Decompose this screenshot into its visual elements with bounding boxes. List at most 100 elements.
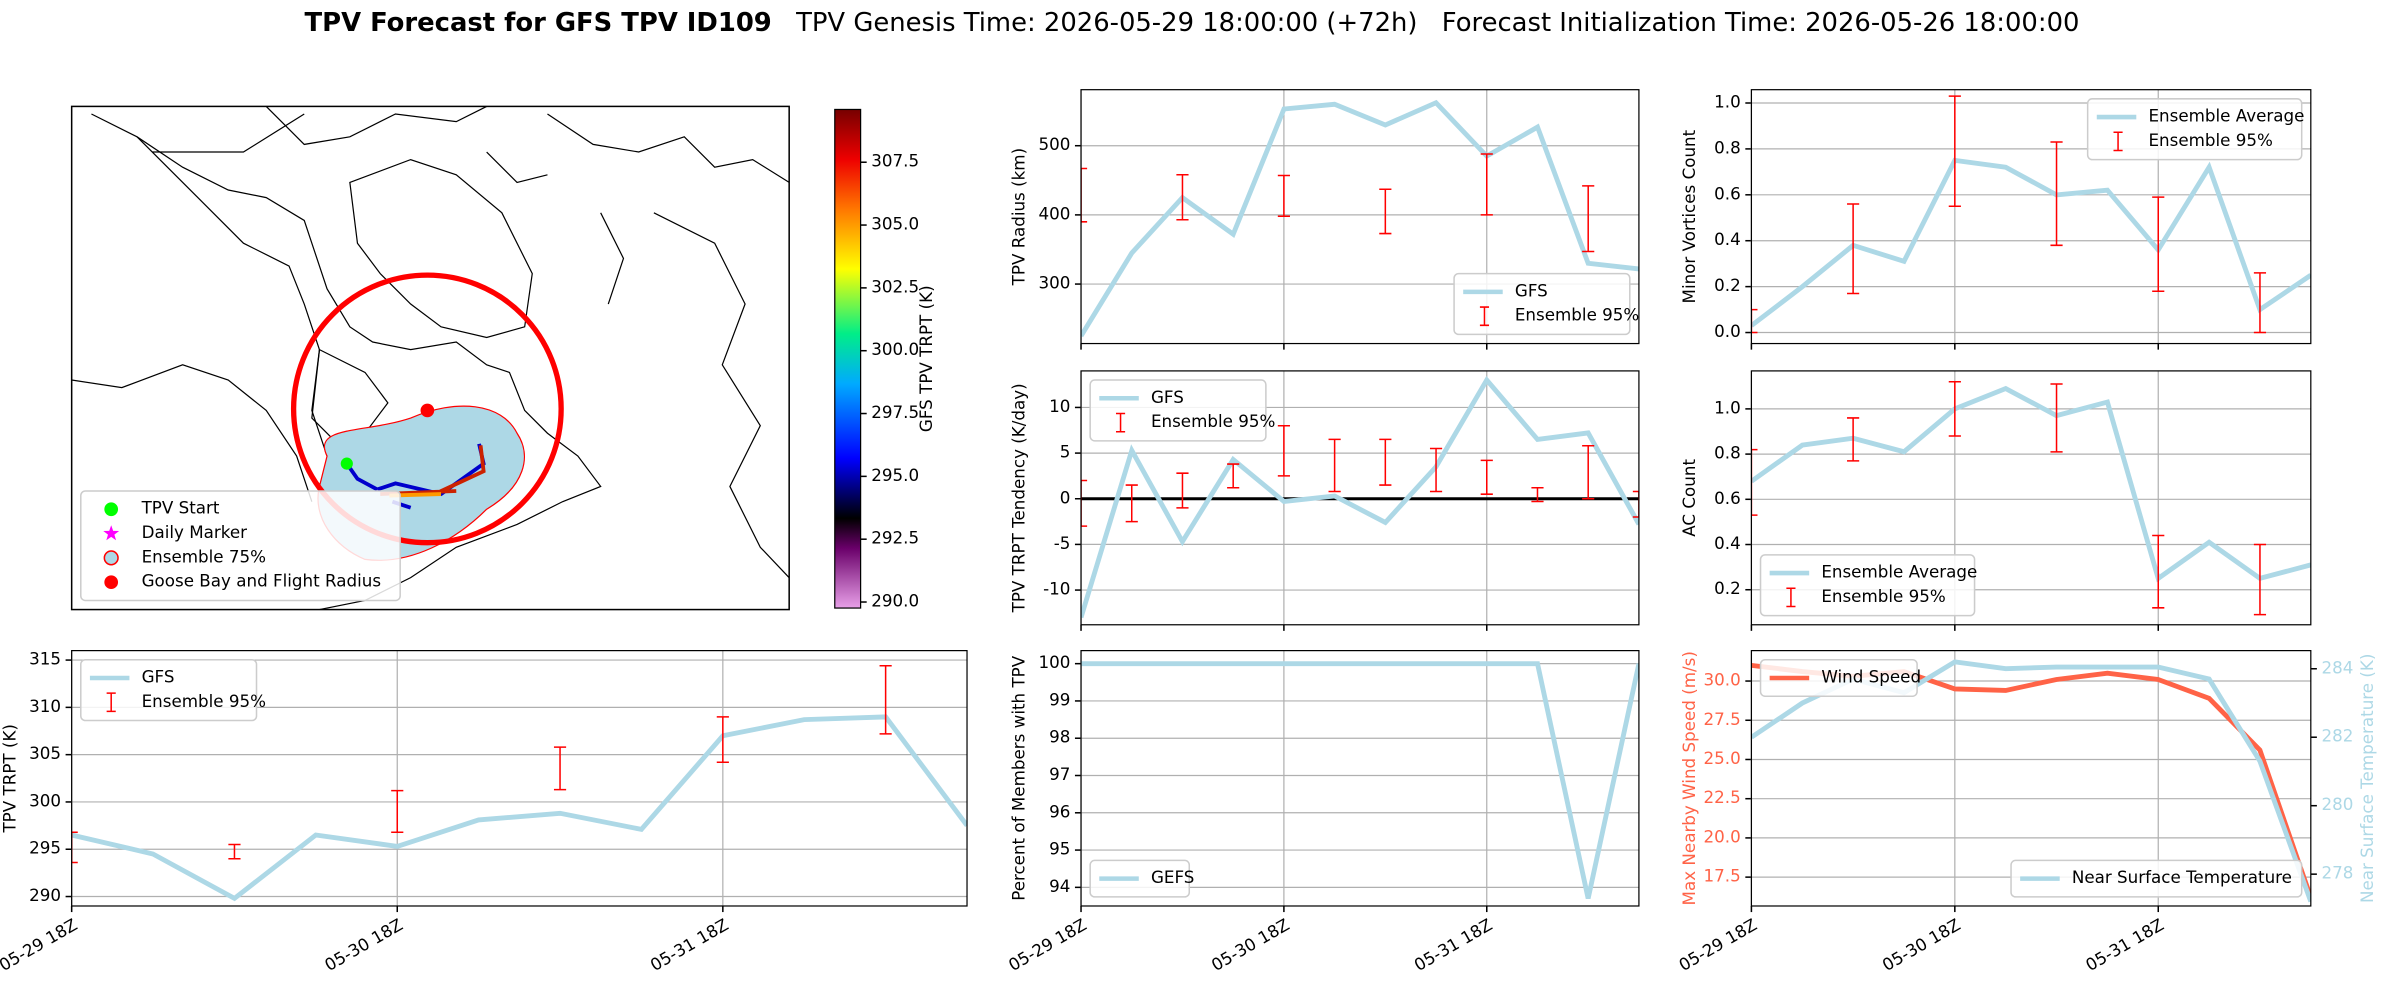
legend-label: GEFS	[1151, 867, 1194, 887]
y-tick-label: 30.0	[1704, 670, 1741, 690]
y-tick-label: 0	[1060, 487, 1071, 507]
y2-tick-label: 284	[2321, 657, 2353, 677]
axes-frame	[1750, 650, 2312, 907]
legend-box	[1453, 272, 1631, 336]
y2-tick-label: 282	[2321, 726, 2353, 746]
legend-label: Daily Marker	[142, 522, 248, 542]
x-tick-label: 05-30 18Z	[1879, 914, 1964, 975]
plot-area	[1081, 661, 1639, 900]
plot-area	[1751, 95, 2311, 334]
error-bar	[1948, 95, 1961, 208]
y-tick-label: 315	[29, 649, 61, 669]
error-bar	[2152, 196, 2165, 292]
legend-label: Ensemble 95%	[1821, 586, 1945, 606]
x-tick-label: 05-30 18Z	[1208, 914, 1293, 975]
y-tick-label: -5	[1054, 533, 1071, 553]
y-tick-label: 97	[1049, 764, 1070, 784]
y-tick-label: 5	[1060, 442, 1071, 462]
x-tick-label: 05-31 18Z	[2082, 914, 2167, 975]
error-bar	[1429, 447, 1443, 493]
x-tick-label: 05-29 18Z	[1675, 914, 1760, 975]
title-main: TPV Forecast for GFS TPV ID109	[305, 7, 772, 37]
y-tick-label: 100	[1038, 652, 1070, 672]
y-axis-label: AC Count	[1679, 459, 1699, 537]
legend-label: Ensemble 95%	[142, 691, 266, 711]
y2-tick-label: 280	[2321, 794, 2353, 814]
axes-frame	[1750, 370, 2312, 626]
goose-bay	[420, 403, 435, 418]
y-axis-label: Percent of Members with TPV	[1009, 655, 1029, 901]
legend-errorbar	[1115, 412, 1126, 433]
error-bar	[71, 831, 78, 864]
y2-axis-label: Near Surface Temperature (K)	[2357, 654, 2377, 903]
error-bar	[1847, 417, 1860, 462]
y-tick-label: 500	[1038, 134, 1070, 154]
x-tick-label: 05-29 18Z	[1005, 914, 1090, 975]
colorbar-tick-label: 297.5	[871, 402, 919, 422]
legend-label: Ensemble 75%	[142, 546, 266, 566]
error-bar	[1751, 448, 1758, 516]
colorbar-tick-label: 302.5	[871, 276, 919, 296]
colorbar-tick-label: 300.0	[871, 339, 919, 359]
error-bar	[1176, 472, 1189, 509]
legend-label: Goose Bay and Flight Radius	[142, 571, 381, 591]
error-bar	[716, 716, 729, 763]
y-tick-label: 0.6	[1714, 183, 1741, 203]
axes-frame	[1080, 650, 1640, 907]
y2-tick-label: 278	[2321, 863, 2353, 883]
legend-box	[1089, 859, 1191, 898]
x-tick-label: 05-31 18Z	[647, 914, 732, 975]
error-bar	[1081, 479, 1088, 527]
y-axis-label: TPV TRPT (K)	[0, 724, 19, 834]
legend-box	[2086, 98, 2303, 161]
plot-area	[1081, 99, 1639, 338]
colorbar-tick-label: 307.5	[871, 151, 919, 171]
y-tick-label: 0.0	[1714, 321, 1741, 341]
colorbar-tick-label: 305.0	[871, 214, 919, 234]
error-bar	[1948, 381, 1961, 437]
error-bar	[1751, 308, 1758, 334]
legend-label: Ensemble 95%	[2148, 130, 2272, 150]
legend-box	[1759, 658, 1918, 697]
flight-radius	[290, 272, 564, 546]
x-tick-label: 05-31 18Z	[1411, 914, 1496, 975]
error-bar	[879, 664, 892, 735]
line	[71, 714, 968, 902]
error-bar	[2253, 272, 2267, 334]
y-tick-label: 0.4	[1714, 229, 1741, 249]
legend-marker	[103, 525, 120, 541]
legend-label: GFS	[142, 666, 175, 686]
map-frame	[70, 105, 790, 611]
error-bar	[1379, 188, 1392, 235]
plot-area	[1751, 381, 2311, 616]
error-bar	[228, 843, 241, 860]
title-init: Forecast Initialization Time: 2026-05-26…	[1442, 7, 2080, 37]
y-tick-label: 94	[1049, 876, 1070, 896]
axes-frame	[1080, 370, 1640, 626]
y-axis-label: TPV Radius (km)	[1009, 148, 1029, 286]
y-tick-label: 0.4	[1714, 533, 1741, 553]
figure-title: TPV Forecast for GFS TPV ID109 TPV Genesi…	[305, 7, 2080, 37]
y-tick-label: 300	[29, 790, 61, 810]
error-bar	[1176, 174, 1189, 221]
error-bar	[1847, 203, 1860, 295]
legend-label: GFS	[1515, 280, 1548, 300]
legend-marker	[104, 575, 119, 590]
x-tick-label: 05-30 18Z	[321, 914, 406, 975]
y-tick-label: 1.0	[1714, 397, 1741, 417]
legend-label: Ensemble Average	[1821, 562, 1977, 582]
y-tick-label: 99	[1049, 689, 1070, 709]
legend-label: TPV Start	[141, 498, 220, 518]
legend-box	[80, 658, 258, 722]
axes-frame	[71, 650, 968, 907]
y-tick-label: 0.8	[1714, 443, 1741, 463]
error-bar	[1379, 438, 1392, 486]
y-tick-label: 400	[1038, 203, 1070, 223]
error-bar	[1531, 487, 1544, 503]
y-tick-label: 305	[29, 743, 61, 763]
line	[1751, 157, 2311, 328]
legend-errorbar	[1786, 587, 1796, 608]
axes-frame	[1080, 89, 1640, 345]
y-tick-label: 0.2	[1714, 275, 1741, 295]
